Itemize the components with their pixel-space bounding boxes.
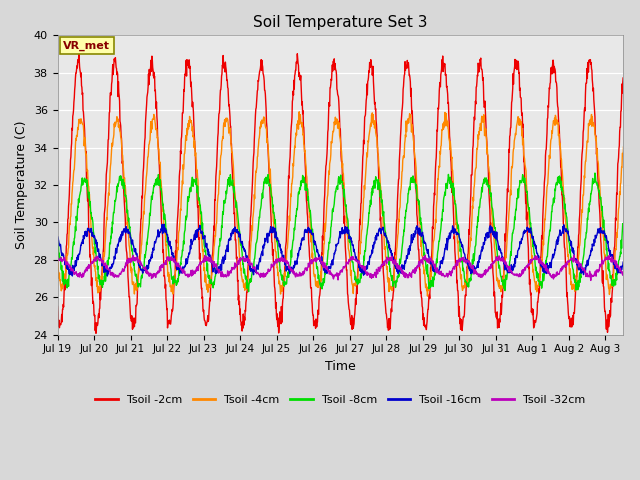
- Y-axis label: Soil Temperature (C): Soil Temperature (C): [15, 120, 28, 249]
- Legend: Tsoil -2cm, Tsoil -4cm, Tsoil -8cm, Tsoil -16cm, Tsoil -32cm: Tsoil -2cm, Tsoil -4cm, Tsoil -8cm, Tsoi…: [91, 391, 590, 410]
- X-axis label: Time: Time: [325, 360, 356, 373]
- Title: Soil Temperature Set 3: Soil Temperature Set 3: [253, 15, 428, 30]
- Text: VR_met: VR_met: [63, 41, 110, 51]
